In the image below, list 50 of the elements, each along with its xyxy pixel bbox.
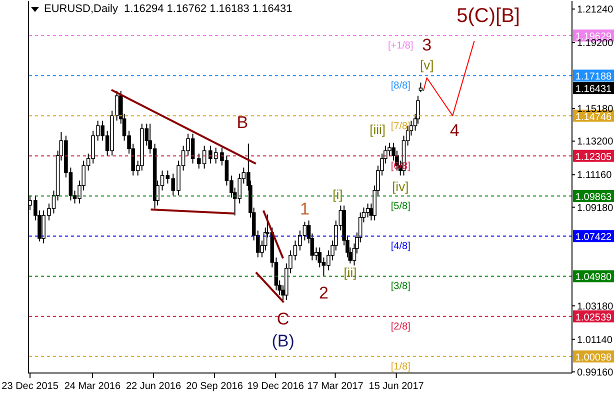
- ref-line-label: 1.09863: [575, 192, 612, 203]
- annotation: 1: [300, 199, 310, 218]
- annotation: [3/8]: [390, 281, 411, 292]
- annotation: 3: [422, 35, 432, 54]
- annotation: 4: [450, 121, 460, 140]
- y-tick-label: 0.99160: [577, 367, 614, 378]
- annotation: [iv]: [392, 178, 409, 194]
- x-tick-label: 20 Sep 2016: [186, 381, 244, 392]
- text: 1.16431: [575, 84, 612, 96]
- y-tick-label: 1.09180: [577, 202, 614, 214]
- ref-line-label: 1.04980: [575, 272, 612, 284]
- annotation: [7/8]: [390, 120, 411, 132]
- ref-line-label: 1.02539: [575, 312, 612, 324]
- x-tick-label: 24 Mar 2016: [64, 381, 121, 392]
- annotation: [5/8]: [390, 200, 411, 212]
- y-tick-label: 1.13200: [577, 136, 614, 148]
- y-tick-label: 1.21240: [577, 4, 614, 16]
- candlestick: [366, 203, 370, 218]
- ref-line-label: 1.14746: [575, 112, 612, 123]
- y-tick-label: 1.03180: [577, 301, 614, 312]
- annotation: [v]: [420, 57, 434, 72]
- annotation: [i]: [332, 187, 343, 202]
- chart-title: EURUSD,Daily: [44, 3, 118, 15]
- chart-subtitle: 1.16294 1.16762 1.16183 1.16431: [124, 3, 292, 15]
- ref-line-label: 1.17188: [575, 72, 612, 83]
- annotation: B: [236, 113, 248, 132]
- annotation: 5(C)[B]: [456, 5, 520, 28]
- y-tick-label: 1.01140: [577, 334, 613, 346]
- ref-line-label: 1.12305: [575, 152, 612, 163]
- candlestick: [418, 82, 423, 93]
- x-tick-label: 17 Mar 2017: [307, 381, 364, 392]
- ref-line-label: 1.00098: [575, 352, 612, 364]
- x-tick-label: 22 Jun 2016: [126, 381, 182, 392]
- annotation: C: [276, 310, 290, 329]
- annotation: [1/8]: [390, 361, 411, 372]
- y-tick-label: 1.11160: [577, 170, 612, 182]
- x-tick-label: 19 Dec 2016: [247, 381, 304, 392]
- annotation: [iii]: [370, 122, 386, 138]
- annotation: [2/8]: [390, 321, 411, 332]
- y-tick-label: 1.19200: [577, 38, 614, 50]
- annotation: [ii]: [344, 264, 357, 280]
- annotation: [+1/8]: [388, 40, 414, 52]
- x-tick-label: 23 Dec 2015: [2, 381, 59, 392]
- annotation: 2: [319, 283, 328, 302]
- annotation: (B): [272, 332, 294, 351]
- annotation: [8/8]: [390, 80, 411, 92]
- ref-line-label: 1.07422: [575, 232, 612, 244]
- candlestick: [114, 90, 119, 122]
- annotation: [4/8]: [390, 241, 411, 252]
- x-tick-label: 15 Jun 2017: [368, 381, 424, 392]
